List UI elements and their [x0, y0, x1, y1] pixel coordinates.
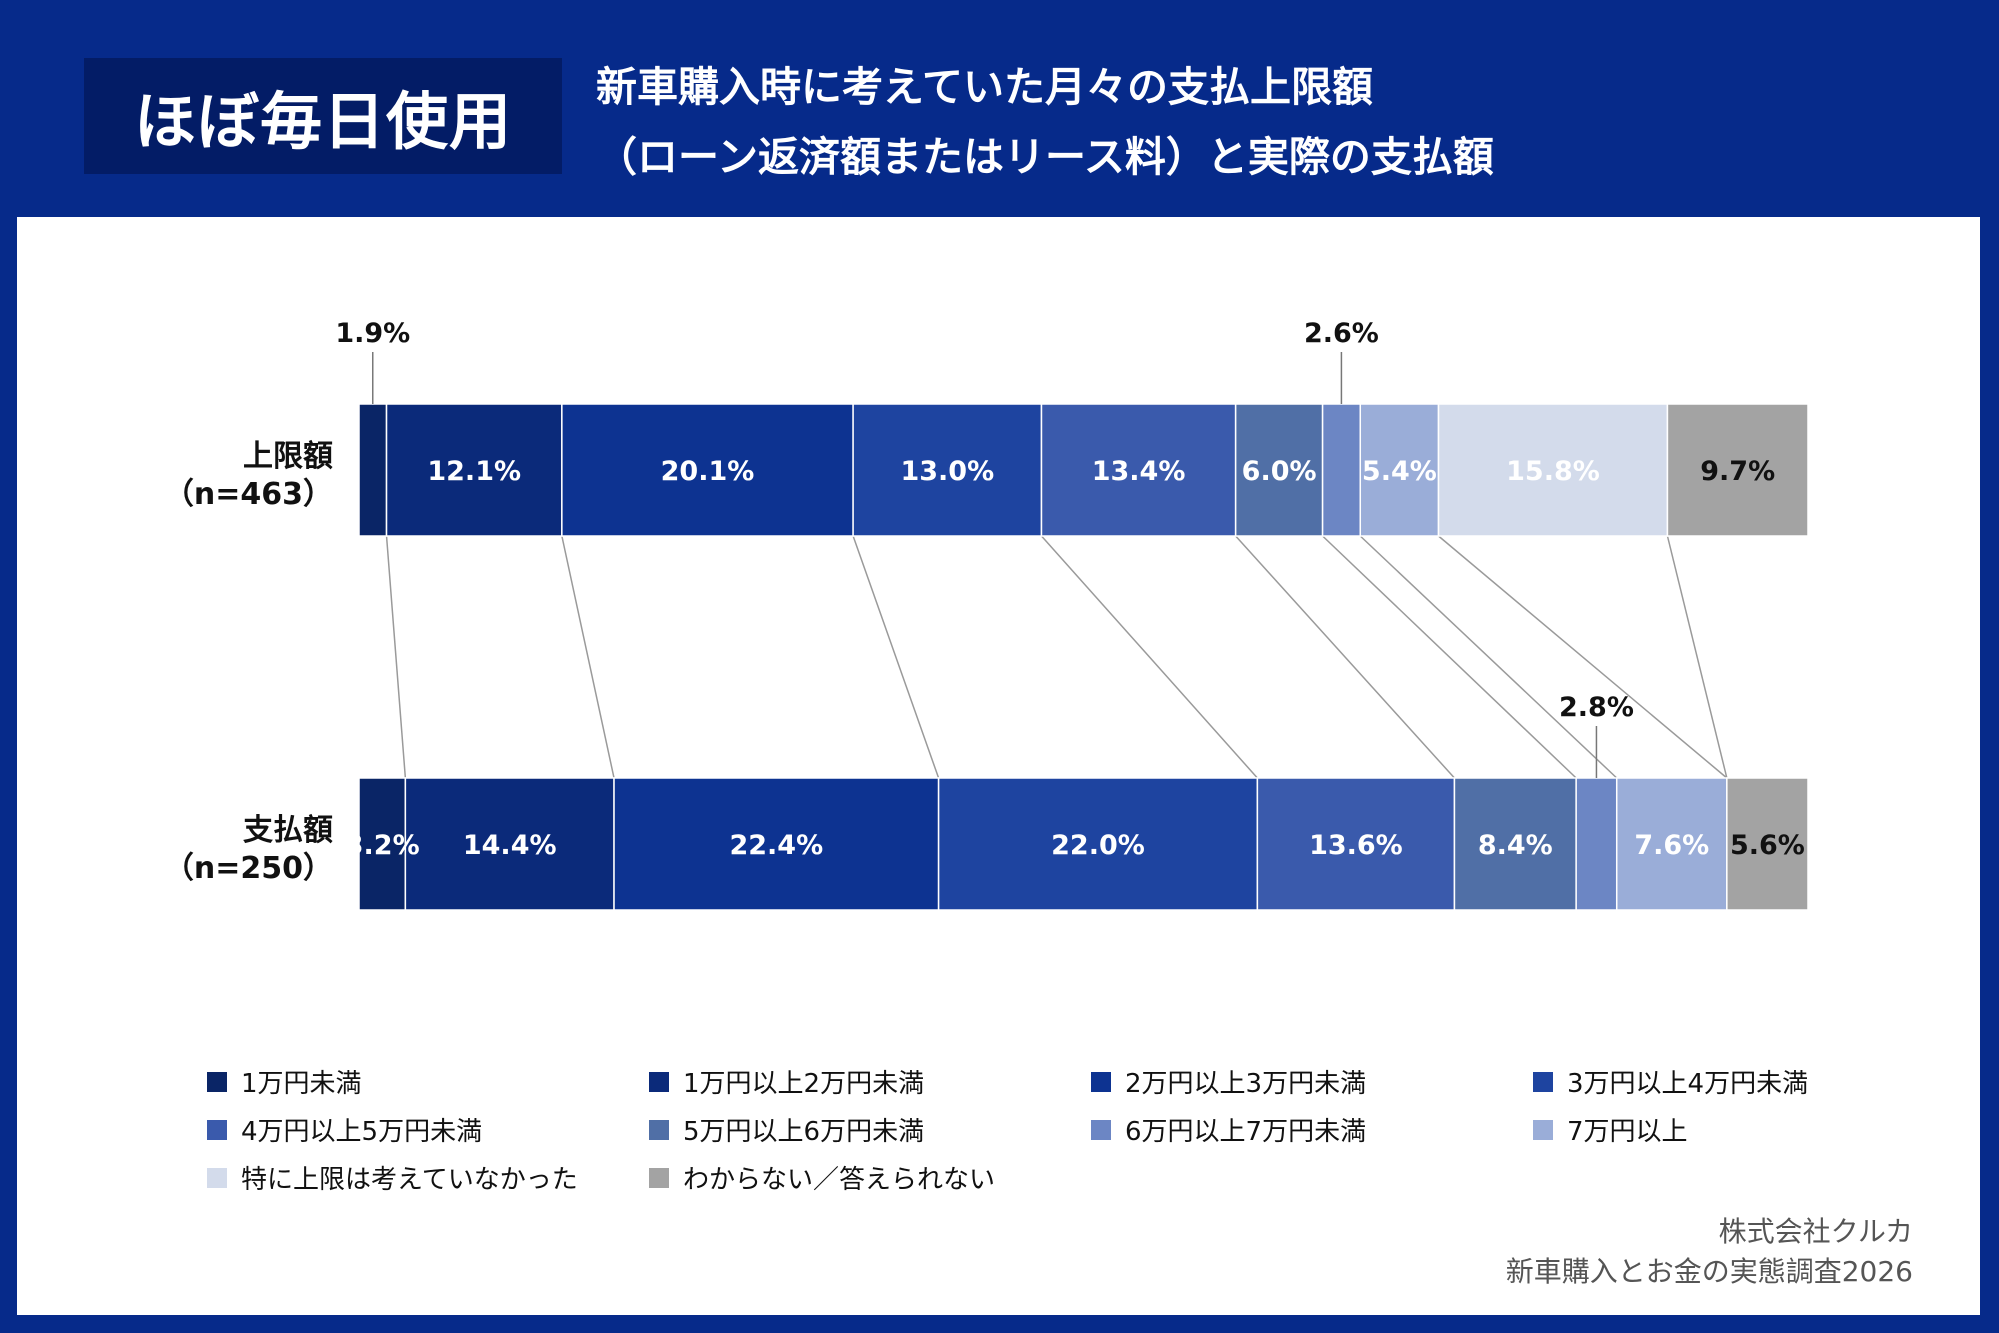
legend-item-3: 2万円以上3万円未満 — [1091, 1063, 1366, 1100]
legend-label-8: 7万円以上 — [1567, 1117, 1688, 1147]
bar-segment-payment-10 — [1726, 777, 1809, 911]
data-label-1-8: 5.4% — [1362, 456, 1437, 487]
legend-item-9: 特に上限は考えていなかった — [207, 1159, 578, 1196]
bar-segment-payment-6 — [1453, 777, 1577, 911]
chart-title: 新車購入時に考えていた月々の支払上限額 （ローン返済額またはリース料）と実際の支… — [596, 52, 1494, 192]
legend-label-4: 3万円以上4万円未満 — [1567, 1069, 1809, 1099]
data-label-2-5: 13.6% — [1309, 830, 1403, 861]
bar-segment-payment-5 — [1256, 777, 1456, 911]
data-label-2-10: 5.6% — [1730, 830, 1805, 861]
legend-label-2: 1万円以上2万円未満 — [683, 1069, 925, 1099]
usage-frequency-badge: ほぼ毎日使用 — [84, 58, 562, 174]
connector-lines — [385, 535, 1728, 779]
legend-swatch-6 — [649, 1119, 669, 1140]
legend-swatch-3 — [1091, 1071, 1111, 1092]
bar-segment-payment-1 — [358, 777, 407, 911]
legend-label-6: 5万円以上6万円未満 — [683, 1117, 925, 1147]
data-label-1-10: 9.7% — [1700, 456, 1775, 487]
row-label-n-2: （n=250） — [164, 851, 333, 886]
row-labels: 上限額（n=463） 支払額（n=250） — [164, 439, 333, 886]
legend-swatch-2 — [649, 1071, 669, 1092]
data-label-1-6: 6.0% — [1242, 456, 1317, 487]
legend-swatch-1 — [207, 1071, 227, 1092]
connector-line-5 — [1235, 535, 1456, 779]
bar-segment-limit-7 — [1321, 403, 1362, 537]
connector-line-7 — [1359, 535, 1618, 779]
data-label-2-3: 22.4% — [729, 830, 823, 861]
data-label-1-2: 12.1% — [427, 456, 521, 487]
legend-label-9: 特に上限は考えていなかった — [241, 1165, 578, 1195]
legend-item-5: 4万円以上5万円未満 — [207, 1111, 482, 1148]
data-labels: 1.9% 12.1% 20.1% 13.0% 13.4% 6.0% 2.6% 5.4% 15.8… — [335, 318, 1805, 861]
data-label-1-4: 13.0% — [900, 456, 994, 487]
row-label-n-1: （n=463） — [164, 477, 333, 512]
data-label-2-2: 14.4% — [463, 830, 557, 861]
data-label-1-7: 2.6% — [1304, 318, 1379, 349]
legend-label-3: 2万円以上3万円未満 — [1125, 1069, 1367, 1099]
legend-swatch-10 — [649, 1167, 669, 1188]
connector-line-4 — [1040, 535, 1258, 779]
legend-swatch-7 — [1091, 1119, 1111, 1140]
legend-label-1: 1万円未満 — [241, 1069, 362, 1099]
chart-title-line-1: 新車購入時に考えていた月々の支払上限額 — [596, 63, 1373, 111]
bar-segment-limit-10 — [1666, 403, 1809, 537]
data-label-1-3: 20.1% — [661, 456, 755, 487]
connector-line-8 — [1438, 535, 1728, 779]
chart-title-line-2: （ローン返済額またはリース料）と実際の支払額 — [596, 133, 1494, 181]
bar-segment-limit-3 — [561, 403, 854, 537]
data-label-2-8: 7.6% — [1634, 830, 1709, 861]
bar-segment-limit-2 — [385, 403, 563, 537]
data-label-1-9: 15.8% — [1506, 456, 1600, 487]
source-company: 株式会社クルカ — [1718, 1215, 1913, 1248]
connector-line-2 — [561, 535, 615, 779]
legend-item-8: 7万円以上 — [1533, 1111, 1688, 1148]
bar-segment-payment-8 — [1615, 777, 1728, 911]
bar-segment-limit-8 — [1359, 403, 1440, 537]
data-label-2-1: 3.2% — [345, 830, 420, 861]
bar-segment-limit-6 — [1234, 403, 1324, 537]
data-label-1-1: 1.9% — [335, 318, 410, 349]
bar-segment-limit-9 — [1437, 403, 1669, 537]
legend-item-1: 1万円未満 — [207, 1063, 362, 1100]
legend-item-4: 3万円以上4万円未満 — [1533, 1063, 1808, 1100]
legend-label-10: わからない／答えられない — [683, 1165, 996, 1195]
data-label-2-6: 8.4% — [1478, 830, 1553, 861]
source-credit: 株式会社クルカ 新車購入とお金の実態調査2026 — [1506, 1212, 1913, 1292]
legend-label-5: 4万円以上5万円未満 — [241, 1117, 483, 1147]
source-survey-name: 新車購入とお金の実態調査2026 — [1505, 1255, 1913, 1288]
legend-swatch-4 — [1533, 1071, 1553, 1092]
bar-segment-payment-4 — [937, 777, 1259, 911]
row-label-name-2: 支払額 — [243, 813, 333, 848]
connector-line-9 — [1666, 535, 1728, 779]
bar-segment-limit-1 — [358, 403, 388, 537]
legend-item-7: 6万円以上7万円未満 — [1091, 1111, 1366, 1148]
bar-segment-payment-2 — [404, 777, 615, 911]
data-label-2-7: 2.8% — [1559, 692, 1634, 723]
connector-line-6 — [1322, 535, 1577, 779]
legend-label-7: 6万円以上7万円未満 — [1125, 1117, 1367, 1147]
bar-segment-payment-7 — [1575, 777, 1618, 911]
bar-segment-limit-4 — [852, 403, 1043, 537]
bar-segment-payment-3 — [613, 777, 940, 911]
connector-line-1 — [385, 535, 407, 779]
legend-item-6: 5万円以上6万円未満 — [649, 1111, 924, 1148]
chart-panel — [17, 217, 1980, 1315]
row-label-name-1: 上限額 — [243, 439, 333, 474]
data-label-2-4: 22.0% — [1051, 830, 1145, 861]
legend-swatch-8 — [1533, 1119, 1553, 1140]
data-label-1-5: 13.4% — [1092, 456, 1186, 487]
bar-segments — [358, 403, 1809, 911]
legend-swatch-9 — [207, 1167, 227, 1188]
legend-swatch-5 — [207, 1119, 227, 1140]
legend-item-10: わからない／答えられない — [649, 1159, 995, 1196]
legend-item-2: 1万円以上2万円未満 — [649, 1063, 924, 1100]
connector-line-3 — [852, 535, 940, 779]
